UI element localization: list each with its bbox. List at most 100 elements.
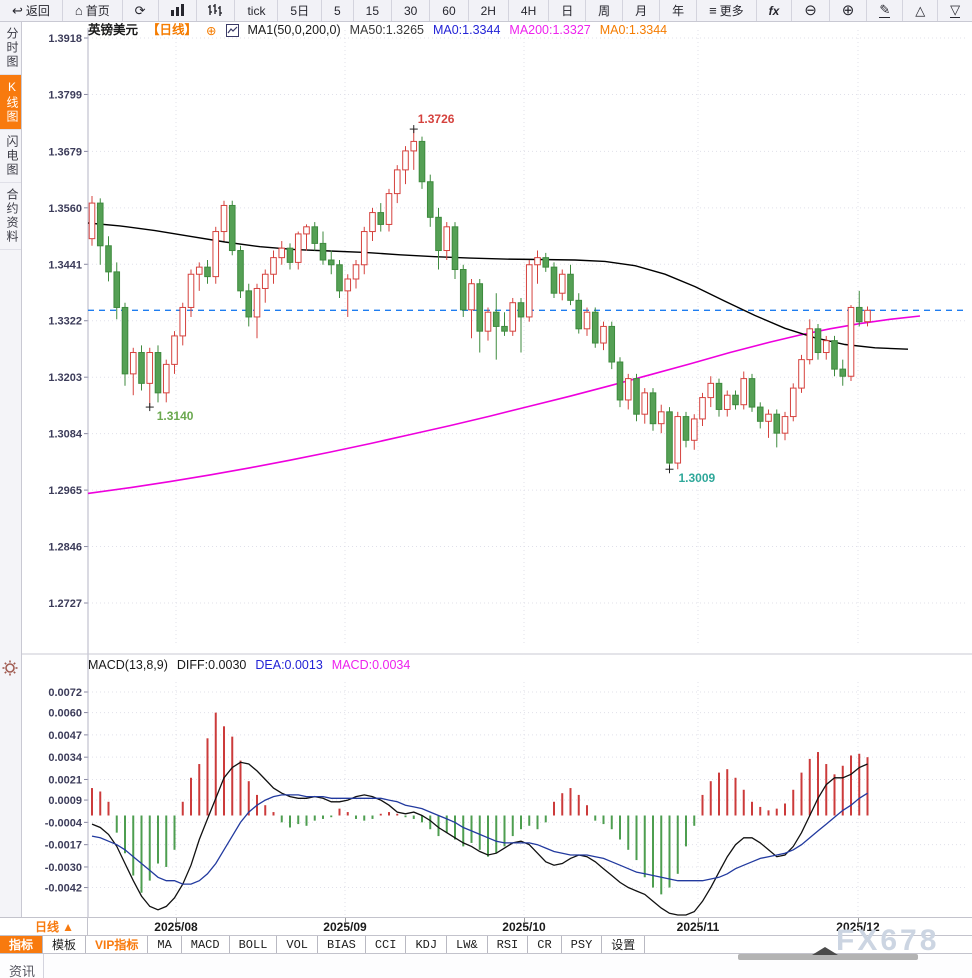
fx-icon: fx bbox=[768, 3, 780, 18]
indicator-tab-boll[interactable]: BOLL bbox=[230, 936, 278, 953]
back-button[interactable]: ↩ 返回 bbox=[0, 0, 63, 21]
indicator-tab-指标[interactable]: 指标 bbox=[0, 936, 44, 953]
low-price-label-august: 1.3140 bbox=[157, 409, 194, 423]
period-week-button-label: 周 bbox=[598, 4, 611, 18]
home-button[interactable]: ⌂ 首页 bbox=[63, 0, 123, 21]
main-legend-segment-6: MA0:1.3344 bbox=[432, 23, 501, 37]
chart-type-bar-button[interactable] bbox=[159, 0, 197, 21]
macd-settings-gear-icon[interactable] bbox=[2, 660, 20, 678]
triangle-up-icon: ▲ bbox=[62, 919, 74, 934]
svg-text:1.3084: 1.3084 bbox=[48, 429, 83, 441]
zoom-in-button[interactable]: ⊕ bbox=[830, 0, 868, 21]
period-2h-button[interactable]: 2H bbox=[469, 0, 509, 21]
svg-text:0.0009: 0.0009 bbox=[48, 795, 82, 807]
sidebar-item-time-chart[interactable]: 分时图 bbox=[0, 22, 21, 75]
svg-text:1.3203: 1.3203 bbox=[48, 372, 82, 384]
period-month-button[interactable]: 月 bbox=[623, 0, 661, 21]
collapse-down-button[interactable]: ▽ bbox=[938, 0, 972, 21]
month-tick bbox=[176, 918, 177, 922]
indicator-tab-cci[interactable]: CCI bbox=[366, 936, 407, 953]
period-2h-button-label: 2H bbox=[480, 3, 496, 18]
main-legend-segment-0: 英镑美元 bbox=[88, 23, 139, 37]
more-menu-button-label: 更多 bbox=[719, 4, 744, 18]
menu-icon: ≡ bbox=[709, 3, 717, 18]
triangle-up-button[interactable]: △ bbox=[903, 0, 939, 21]
indicator-tab-cr[interactable]: CR bbox=[528, 936, 562, 953]
month-tick bbox=[698, 918, 699, 922]
ohlc-bars-icon bbox=[208, 3, 223, 18]
indicator-tab-kdj[interactable]: KDJ bbox=[406, 936, 448, 953]
indicator-tab-vol[interactable]: VOL bbox=[277, 936, 319, 953]
svg-text:1.3799: 1.3799 bbox=[48, 89, 82, 101]
indicator-fx-button[interactable]: fx bbox=[757, 0, 793, 21]
more-menu-button[interactable]: ≡ 更多 bbox=[697, 0, 757, 21]
indicator-tab-lw&[interactable]: LW& bbox=[447, 936, 488, 953]
kline-chart-icon bbox=[225, 24, 239, 37]
chart-type-ohlc-button[interactable] bbox=[197, 0, 236, 21]
chart-type-sidebar: 分时图 K线图 闪电图 合约资料 bbox=[0, 22, 22, 917]
svg-text:0.0021: 0.0021 bbox=[48, 774, 82, 786]
svg-text:-0.0004: -0.0004 bbox=[45, 817, 83, 829]
chevron-down-underline-icon: ▽ bbox=[950, 2, 961, 18]
macd-legend-segment-3: MACD:0.0034 bbox=[331, 658, 411, 672]
news-tab[interactable]: 资讯 bbox=[9, 964, 36, 978]
svg-text:1.2965: 1.2965 bbox=[48, 485, 82, 497]
sidebar-item-lightning-chart[interactable]: 闪电图 bbox=[0, 130, 21, 183]
period-60min-button[interactable]: 60 bbox=[430, 0, 469, 21]
back-button-label: 返回 bbox=[25, 4, 50, 18]
home-icon: ⌂ bbox=[74, 3, 83, 18]
macd-legend-segment-2: DEA:0.0013 bbox=[255, 658, 323, 672]
indicator-tab-设置[interactable]: 设置 bbox=[602, 936, 646, 953]
refresh-icon: ⟳ bbox=[134, 3, 146, 18]
period-tick-button[interactable]: tick bbox=[235, 0, 279, 21]
period-15min-button-label: 15 bbox=[365, 3, 380, 18]
draw-pencil-icon: ✎ bbox=[879, 2, 891, 18]
svg-text:1.3679: 1.3679 bbox=[48, 146, 82, 158]
indicator-tab-rsi[interactable]: RSI bbox=[488, 936, 529, 953]
indicator-tab-psy[interactable]: PSY bbox=[562, 936, 603, 953]
refresh-button[interactable]: ⟳ bbox=[123, 0, 159, 21]
period-5day-button[interactable]: 5日 bbox=[278, 0, 323, 21]
svg-text:1.2846: 1.2846 bbox=[48, 542, 82, 554]
period-5min-button[interactable]: 5 bbox=[322, 0, 354, 21]
indicator-tab-模板[interactable]: 模板 bbox=[43, 936, 87, 953]
period-selector-dropdown[interactable]: 日线 ▲ bbox=[22, 918, 88, 935]
svg-text:-0.0042: -0.0042 bbox=[45, 883, 82, 895]
period-5min-button-label: 5 bbox=[334, 3, 341, 18]
macd-diff-line bbox=[91, 761, 868, 916]
period-week-button[interactable]: 周 bbox=[586, 0, 624, 21]
period-tick-button-label: tick bbox=[247, 3, 266, 18]
draw-tool-button[interactable]: ✎ bbox=[867, 0, 904, 21]
period-30min-button[interactable]: 30 bbox=[392, 0, 431, 21]
price-and-macd-plot[interactable]: 1.3918 1.3799 1.3679 1.3560 1.3441 1.3322 1.32… bbox=[22, 22, 972, 918]
plus-circle-icon: ⊕ bbox=[206, 24, 217, 38]
zoom-out-button[interactable]: ⊖ bbox=[792, 0, 830, 21]
price-axis-labels: 1.3918 1.3799 1.3679 1.3560 1.3441 1.3322 1.32… bbox=[48, 33, 83, 610]
month-tick bbox=[345, 918, 346, 922]
period-year-button[interactable]: 年 bbox=[660, 0, 698, 21]
svg-text:0.0047: 0.0047 bbox=[48, 730, 82, 742]
main-legend-segment-7: MA200:1.3327 bbox=[509, 23, 591, 37]
svg-text:-0.0017: -0.0017 bbox=[45, 840, 82, 852]
period-15min-button[interactable]: 15 bbox=[354, 0, 393, 21]
indicator-tab-vip指标[interactable]: VIP指标 bbox=[86, 936, 149, 953]
sidebar-item-kline-chart[interactable]: K线图 bbox=[0, 75, 21, 130]
scrollbar-grip-icon[interactable] bbox=[812, 947, 838, 955]
low-price-label-november: 1.3009 bbox=[679, 471, 716, 485]
indicator-tab-ma[interactable]: MA bbox=[148, 936, 182, 953]
month-tick bbox=[858, 918, 859, 922]
zoom-in-icon: ⊕ bbox=[841, 2, 855, 19]
macd-legend-segment-0: MACD(13,8,9) bbox=[88, 658, 168, 672]
indicator-tab-macd[interactable]: MACD bbox=[182, 936, 230, 953]
period-day-button[interactable]: 日 bbox=[549, 0, 587, 21]
high-price-label: 1.3726 bbox=[418, 112, 455, 126]
period-30min-button-label: 30 bbox=[403, 3, 418, 18]
ma50-line bbox=[87, 222, 909, 350]
period-4h-button[interactable]: 4H bbox=[509, 0, 550, 21]
sidebar-item-contract-info[interactable]: 合约资料 bbox=[0, 183, 21, 250]
horizontal-scrollbar[interactable] bbox=[738, 954, 918, 960]
svg-text:0.0060: 0.0060 bbox=[48, 708, 82, 720]
time-axis-row: 日线 ▲ 2025/08 2025/09 2025/10 2025/11 2025/12 bbox=[0, 917, 972, 936]
indicator-tab-bias[interactable]: BIAS bbox=[318, 936, 366, 953]
date-label: 2025/09 bbox=[323, 920, 367, 934]
